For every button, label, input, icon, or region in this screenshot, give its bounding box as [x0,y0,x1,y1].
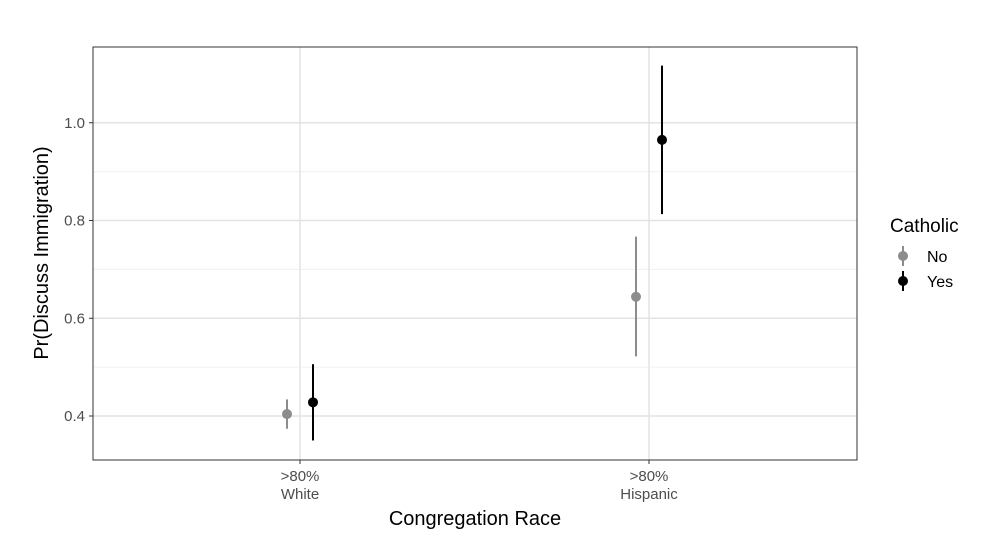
point-no [282,409,292,420]
plot-border [92,46,858,461]
y-tick-label: 0.8 [64,213,85,230]
y-tick-label: 0.6 [64,310,85,327]
x-axis-title: Congregation Race [389,508,561,530]
plot-panel [93,47,857,460]
point-yes [657,134,667,145]
axes: 0.40.60.81.0>80%White>80%Hispanic [64,115,678,503]
legend-keys [898,246,908,291]
legend: Catholic No Yes [890,216,959,291]
y-tick-label: 1.0 [64,115,85,132]
legend-title: Catholic [890,216,959,237]
y-axis-title: Pr(Discuss Immigration) [31,146,53,359]
x-tick-label: >80% [281,468,320,485]
x-tick-label: Hispanic [620,486,678,503]
point-yes [308,397,318,408]
data-layer [282,65,667,441]
legend-label-no: No [927,249,948,266]
legend-key-point [898,251,908,261]
grid [93,47,857,460]
legend-label-yes: Yes [927,274,953,291]
legend-key-point [898,276,908,286]
x-tick-label: >80% [630,468,669,485]
x-tick-label: White [281,486,319,503]
y-tick-label: 0.4 [64,408,85,425]
point-no [631,291,641,302]
